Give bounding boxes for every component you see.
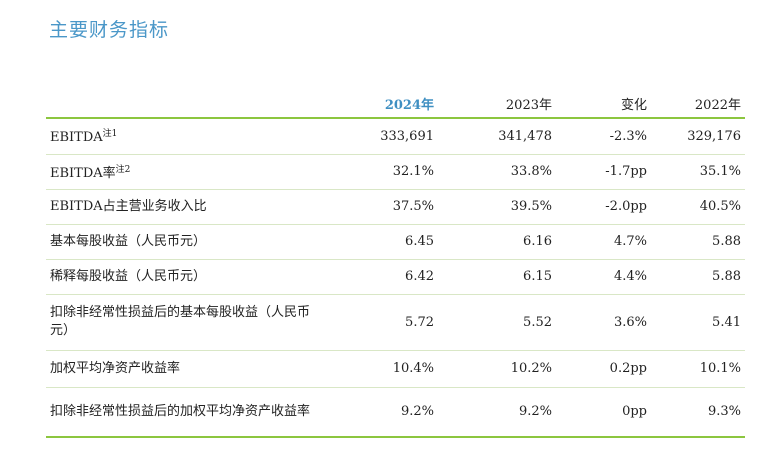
- table-row: EBITDA注1 333,691 341,478 -2.3% 329,176: [46, 118, 745, 155]
- row-label: EBITDA率注2: [46, 154, 328, 190]
- cell-2024: 333,691: [328, 118, 438, 155]
- cell-2024: 6.42: [328, 259, 438, 295]
- footnote-marker: 注1: [102, 129, 118, 140]
- header-2022: 2022年: [651, 89, 745, 119]
- table-row: EBITDA率注2 32.1% 33.8% -1.7pp 35.1%: [46, 154, 745, 190]
- cell-2023: 33.8%: [438, 154, 556, 190]
- cell-2022: 10.1%: [651, 350, 745, 388]
- cell-change: -2.3%: [556, 118, 651, 155]
- cell-2023: 6.16: [438, 224, 556, 260]
- row-label: 扣除非经常性损益后的加权平均净资产收益率: [46, 387, 328, 438]
- table-row: 稀释每股收益（人民币元） 6.42 6.15 4.4% 5.88: [46, 259, 745, 295]
- row-label: 扣除非经常性损益后的基本每股收益（人民币元）: [46, 294, 328, 351]
- cell-2022: 329,176: [651, 118, 745, 155]
- row-label: 基本每股收益（人民币元）: [46, 224, 328, 260]
- header-metric: [46, 89, 328, 119]
- header-2024: 2024年: [328, 89, 438, 119]
- cell-2023: 6.15: [438, 259, 556, 295]
- cell-2023: 10.2%: [438, 350, 556, 388]
- cell-2023: 341,478: [438, 118, 556, 155]
- cell-2023: 39.5%: [438, 189, 556, 225]
- row-label: EBITDA占主营业务收入比: [46, 189, 328, 225]
- cell-2024: 37.5%: [328, 189, 438, 225]
- row-label: EBITDA注1: [46, 118, 328, 155]
- cell-2023: 5.52: [438, 294, 556, 351]
- cell-change: 0.2pp: [556, 350, 651, 388]
- table-row: 扣除非经常性损益后的基本每股收益（人民币元） 5.72 5.52 3.6% 5.…: [46, 294, 745, 351]
- table-header-row: 2024年 2023年 变化 2022年: [46, 89, 745, 119]
- cell-2024: 32.1%: [328, 154, 438, 190]
- cell-2024: 5.72: [328, 294, 438, 351]
- table-row: EBITDA占主营业务收入比 37.5% 39.5% -2.0pp 40.5%: [46, 189, 745, 225]
- footnote-marker: 注2: [115, 164, 131, 175]
- table-row: 基本每股收益（人民币元） 6.45 6.16 4.7% 5.88: [46, 224, 745, 260]
- table-row: 加权平均净资产收益率 10.4% 10.2% 0.2pp 10.1%: [46, 350, 745, 388]
- header-2023: 2023年: [438, 89, 556, 119]
- cell-2024: 10.4%: [328, 350, 438, 388]
- cell-2023: 9.2%: [438, 387, 556, 438]
- header-change: 变化: [556, 89, 651, 119]
- cell-2022: 35.1%: [651, 154, 745, 190]
- cell-2022: 5.41: [651, 294, 745, 351]
- table-row: 扣除非经常性损益后的加权平均净资产收益率 9.2% 9.2% 0pp 9.3%: [46, 387, 745, 438]
- page-title: 主要财务指标: [49, 19, 170, 41]
- cell-2022: 5.88: [651, 259, 745, 295]
- cell-2024: 6.45: [328, 224, 438, 260]
- cell-change: -1.7pp: [556, 154, 651, 190]
- cell-change: 0pp: [556, 387, 651, 438]
- cell-2024: 9.2%: [328, 387, 438, 438]
- row-label: 加权平均净资产收益率: [46, 350, 328, 388]
- cell-2022: 9.3%: [651, 387, 745, 438]
- cell-change: 3.6%: [556, 294, 651, 351]
- cell-2022: 5.88: [651, 224, 745, 260]
- cell-change: 4.4%: [556, 259, 651, 295]
- cell-2022: 40.5%: [651, 189, 745, 225]
- cell-change: 4.7%: [556, 224, 651, 260]
- row-label: 稀释每股收益（人民币元）: [46, 259, 328, 295]
- cell-change: -2.0pp: [556, 189, 651, 225]
- financial-indicators-table: 2024年 2023年 变化 2022年 EBITDA注1 333,691 34…: [46, 89, 745, 438]
